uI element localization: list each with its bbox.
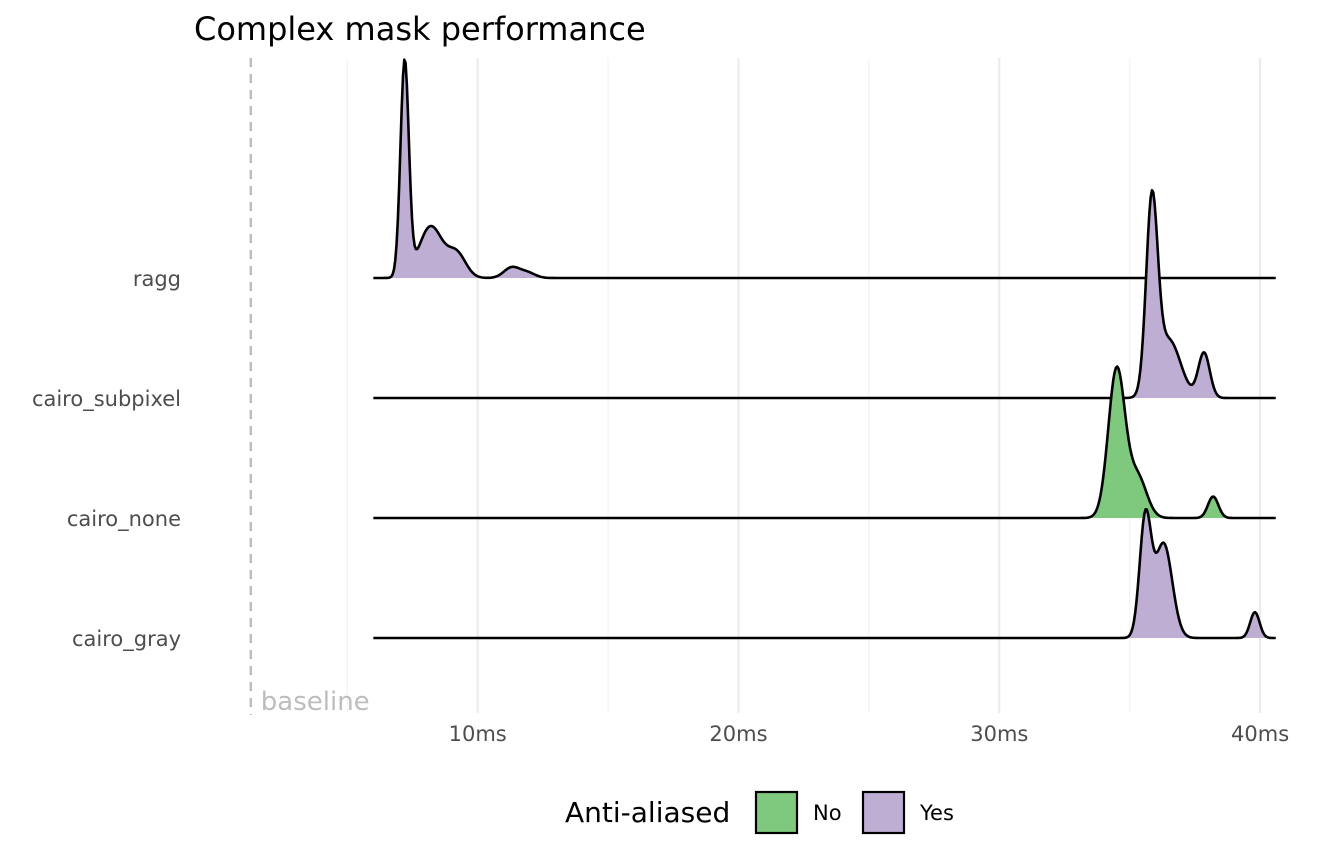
legend-swatch — [754, 790, 799, 835]
legend-title: Anti-aliased — [565, 796, 730, 829]
ridge-ragg — [373, 58, 1276, 280]
legend: Anti-aliased No Yes — [565, 790, 954, 835]
x-tick-label: 40ms — [1231, 722, 1289, 746]
ridge-cairo_none — [373, 365, 1276, 520]
y-tick-label: cairo_gray — [72, 627, 181, 652]
ridge-fill-ragg — [373, 59, 1276, 279]
x-tick-label: 20ms — [709, 722, 767, 746]
y-tick-labels: ragg cairo_subpixel cairo_none cairo_gray — [32, 267, 181, 652]
ridge-outline-cairo_gray — [373, 508, 1276, 640]
ridge-outline-cairo_none — [373, 365, 1276, 520]
x-tick-labels: 10ms 20ms 30ms 40ms — [449, 722, 1290, 746]
legend-swatch — [861, 790, 906, 835]
baseline-label: baseline — [261, 687, 370, 717]
ridge-outline-ragg — [373, 58, 1276, 280]
chart-title: Complex mask performance — [194, 10, 646, 48]
legend-item-yes: Yes — [861, 790, 954, 835]
x-tick-label: 10ms — [449, 722, 507, 746]
ridge-outline-cairo_subpixel — [373, 188, 1276, 400]
y-tick-label: cairo_none — [67, 507, 181, 532]
y-tick-label: ragg — [133, 267, 181, 291]
ridge-cairo_gray — [373, 508, 1276, 640]
legend-label: No — [813, 801, 842, 825]
baseline-annotation: baseline — [249, 58, 370, 717]
x-tick-label: 30ms — [970, 722, 1028, 746]
ridges — [373, 58, 1276, 640]
ridge-cairo_subpixel — [373, 188, 1276, 400]
ridge-fill-cairo_gray — [373, 509, 1276, 638]
y-tick-label: cairo_subpixel — [32, 387, 181, 412]
legend-item-no: No — [754, 790, 842, 835]
legend-label: Yes — [919, 801, 954, 825]
grid — [346, 58, 1262, 713]
